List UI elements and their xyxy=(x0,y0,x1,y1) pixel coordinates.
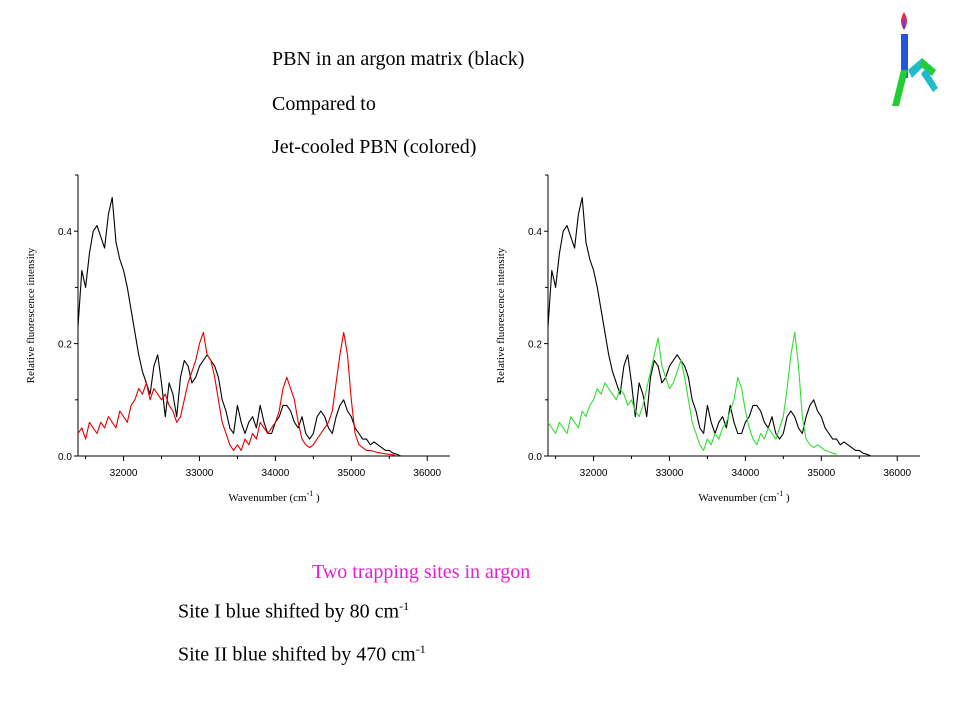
chart-left-y-tick-label: 0.0 xyxy=(58,452,72,463)
trapping-sites-heading: Two trapping sites in argon xyxy=(312,561,531,583)
chart-right-x-axis-label-text: Wavenumber (cm xyxy=(698,492,777,504)
chart-right-y-axis-label: Relative fluorescence intensity xyxy=(495,247,507,383)
chart-left-y-axis-label: Relative fluorescence intensity xyxy=(25,247,37,383)
chart-left-x-axis-label-text: Wavenumber (cm xyxy=(228,492,307,504)
chart-left-series xyxy=(77,196,401,457)
site-1-unit-exponent: -1 xyxy=(399,599,410,613)
chart-left-x-tick-label: 34000 xyxy=(261,468,289,479)
heading-line-1: PBN in an argon matrix (black) xyxy=(272,48,525,70)
site-1-text: Site I blue shifted by 80 cm xyxy=(178,600,400,623)
chart-left-y-tick-label: 0.4 xyxy=(58,227,72,238)
chart-left: 32000 33000 34000 35000 36000 0.0 0.2 0.4 Wavenu… xyxy=(25,174,450,504)
site-2-text: Site II blue shifted by 470 cm xyxy=(178,643,416,666)
chart-left-y-tick-label: 0.2 xyxy=(58,340,72,351)
chart-left-x-axis-label: Wavenumber (cm-1 ) xyxy=(228,489,320,504)
chart-right-y-tick-label: 0.4 xyxy=(528,227,542,238)
chart-right-axes xyxy=(544,174,920,461)
site-1-note: Site I blue shifted by 80 cm-1 xyxy=(178,599,409,624)
chart-right-x-tick-label: 32000 xyxy=(580,468,608,479)
site-2-note: Site II blue shifted by 470 cm-1 xyxy=(178,642,426,667)
chart-right: 32000 33000 34000 35000 36000 0.0 0.2 0.4 Wavenu… xyxy=(495,174,920,504)
chart-left-series-line-0 xyxy=(77,196,401,457)
chart-left-axes xyxy=(74,174,450,461)
chart-right-x-tick-label: 36000 xyxy=(883,468,911,479)
chart-right-series-line-1 xyxy=(547,331,837,455)
chart-right-x-tick-label: 34000 xyxy=(731,468,759,479)
chart-left-x-tick-label: 36000 xyxy=(413,468,441,479)
heading-line-2: Compared to xyxy=(272,93,376,115)
flame-logo-icon xyxy=(892,12,938,106)
chart-right-y-tick-label: 0.2 xyxy=(528,340,542,351)
chart-right-x-tick-label: 33000 xyxy=(656,468,684,479)
chart-left-labels: 32000 33000 34000 35000 36000 0.0 0.2 0.4 Wavenu… xyxy=(25,227,442,504)
chart-left-x-tick-label: 32000 xyxy=(110,468,138,479)
chart-right-x-tick-label: 35000 xyxy=(807,468,835,479)
chart-right-x-axis-label-exponent: -1 xyxy=(777,489,784,498)
chart-left-series-line-1 xyxy=(77,331,398,457)
chart-right-series xyxy=(547,196,871,457)
chart-right-series-line-0 xyxy=(547,196,871,457)
heading-line-3: Jet-cooled PBN (colored) xyxy=(272,136,477,158)
chart-right-y-tick-label: 0.0 xyxy=(528,452,542,463)
site-2-unit-exponent: -1 xyxy=(415,642,426,656)
chart-right-x-axis-label-end: ) xyxy=(783,492,790,504)
chart-left-x-axis-label-exponent: -1 xyxy=(307,489,314,498)
chart-right-x-axis-label: Wavenumber (cm-1 ) xyxy=(698,489,790,504)
chart-right-labels: 32000 33000 34000 35000 36000 0.0 0.2 0.4 Wavenu… xyxy=(495,227,912,504)
chart-left-x-tick-label: 35000 xyxy=(337,468,365,479)
chart-left-x-axis-label-end: ) xyxy=(313,492,320,504)
chart-left-x-tick-label: 33000 xyxy=(186,468,214,479)
